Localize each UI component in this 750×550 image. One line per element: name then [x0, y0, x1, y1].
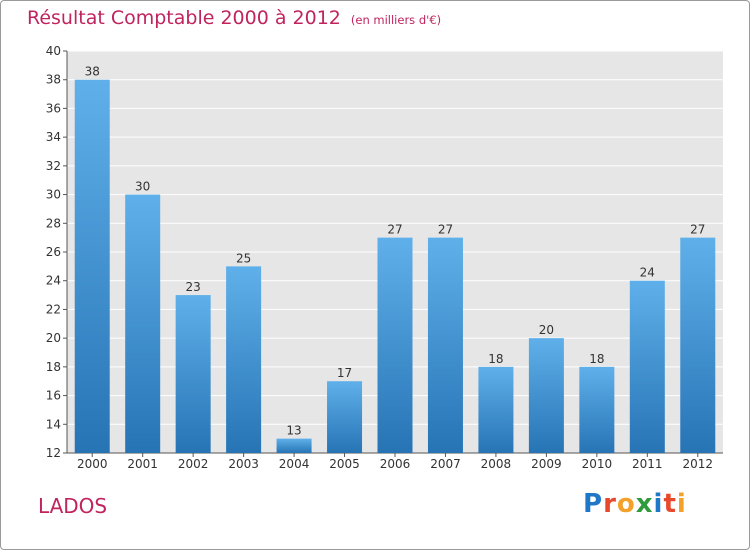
proxiti-logo[interactable]: Proxiti: [583, 489, 687, 519]
x-tick-label-2012: 2012: [682, 457, 713, 471]
bar-2011: [629, 280, 665, 453]
data-label-2001: 30: [135, 180, 150, 194]
bar-2012: [680, 237, 716, 453]
chart-title: Résultat Comptable 2000 à 2012 (en millie…: [27, 7, 441, 29]
data-label-2009: 20: [539, 323, 554, 337]
y-tick-label: 14: [46, 417, 61, 431]
data-label-2002: 23: [186, 280, 201, 294]
y-tick-label: 12: [46, 446, 61, 460]
bar-2006: [377, 237, 413, 453]
y-tick-label: 38: [46, 73, 61, 87]
bar-2001: [125, 194, 161, 454]
bar-2002: [175, 295, 211, 453]
y-tick-label: 22: [46, 302, 61, 316]
data-label-2006: 27: [387, 223, 402, 237]
x-tick-label-2010: 2010: [582, 457, 613, 471]
y-tick-label: 34: [46, 130, 61, 144]
bar-2003: [226, 266, 262, 453]
x-tick-label-2005: 2005: [329, 457, 360, 471]
x-tick-label-2011: 2011: [632, 457, 663, 471]
data-labels: 38 30 23 25 13 17 27 27 18 20 18 24 27: [85, 65, 706, 438]
data-label-2012: 27: [690, 223, 705, 237]
y-tick-label: 36: [46, 101, 61, 115]
bar-2007: [427, 237, 463, 453]
x-tick-label-2006: 2006: [380, 457, 411, 471]
commune-name: LADOS: [38, 494, 108, 518]
y-tick-label: 18: [46, 360, 61, 374]
logo-letter: P: [583, 489, 604, 519]
x-tick-label-2008: 2008: [481, 457, 512, 471]
data-label-2000: 38: [85, 65, 100, 79]
logo-letter: x: [635, 489, 654, 519]
y-tick-label: 32: [46, 159, 61, 173]
y-tick-label: 26: [46, 245, 61, 259]
chart-title-unit: (en milliers d'€): [350, 13, 442, 27]
data-label-2004: 13: [286, 424, 301, 438]
x-tick-label-2000: 2000: [77, 457, 108, 471]
x-tick-label-2003: 2003: [228, 457, 259, 471]
y-tick-label: 16: [46, 389, 61, 403]
logo-letter: o: [616, 489, 636, 519]
logo-letter: t: [663, 489, 677, 519]
x-tick-label-2002: 2002: [178, 457, 209, 471]
y-tick-label: 40: [46, 44, 61, 58]
data-label-2005: 17: [337, 366, 352, 380]
bars: [74, 79, 716, 454]
y-tick-label: 28: [46, 216, 61, 230]
x-tick-label-2004: 2004: [279, 457, 310, 471]
chart-title-main: Résultat Comptable 2000 à 2012: [27, 7, 341, 29]
bar-2004: [276, 438, 312, 453]
data-label-2007: 27: [438, 223, 453, 237]
bar-2005: [327, 381, 363, 453]
data-label-2010: 18: [589, 352, 604, 366]
y-tick-label: 20: [46, 331, 61, 345]
data-label-2011: 24: [640, 266, 655, 280]
bar-2010: [579, 366, 615, 453]
y-tick-label: 30: [46, 188, 61, 202]
y-tick-label: 24: [46, 274, 61, 288]
bar-2009: [528, 338, 564, 453]
logo-letter: r: [603, 489, 617, 519]
axes: 12 14 16 18 20 22 24 26 28 30 32 34 36 38 40 2000 2001 20…: [46, 44, 723, 471]
bar-2008: [478, 366, 514, 453]
data-label-2003: 25: [236, 251, 251, 265]
logo-letter: i: [653, 489, 664, 519]
x-tick-label-2007: 2007: [430, 457, 461, 471]
x-tick-label-2009: 2009: [531, 457, 562, 471]
data-label-2008: 18: [488, 352, 503, 366]
logo-letter: i: [676, 489, 687, 519]
bar-2000: [74, 79, 110, 453]
x-tick-label-2001: 2001: [127, 457, 158, 471]
